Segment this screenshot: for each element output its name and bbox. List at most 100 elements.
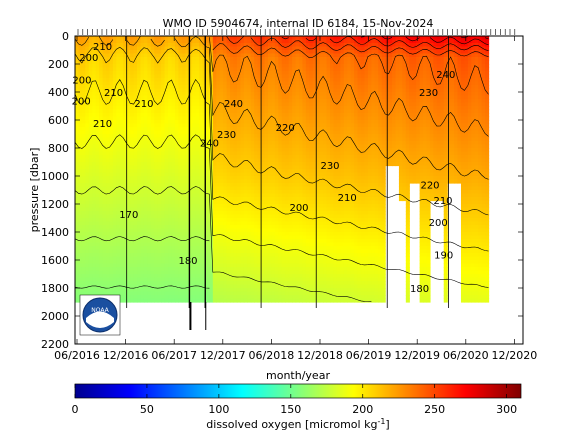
field-cell	[181, 165, 186, 170]
field-cell	[257, 242, 262, 247]
field-cell	[154, 102, 159, 107]
field-cell	[295, 57, 300, 62]
field-cell	[174, 207, 179, 212]
field-cell	[230, 298, 235, 303]
field-cell	[154, 270, 159, 275]
field-cell	[116, 74, 121, 79]
field-cell	[119, 179, 124, 184]
field-cell	[133, 78, 138, 83]
field-cell	[116, 246, 121, 251]
field-cell	[88, 71, 93, 76]
field-cell	[205, 267, 210, 272]
field-cell	[295, 123, 300, 128]
field-cell	[216, 190, 221, 195]
field-cell	[278, 232, 283, 237]
field-cell	[192, 190, 197, 195]
field-cell	[278, 197, 283, 202]
field-cell	[271, 267, 276, 272]
field-cell	[219, 151, 224, 156]
field-cell	[119, 298, 124, 303]
field-cell	[236, 256, 242, 261]
field-cell	[223, 74, 228, 79]
field-cell	[292, 106, 297, 111]
field-cell	[185, 288, 190, 293]
field-cell	[88, 137, 93, 142]
field-cell	[288, 172, 293, 177]
field-cell	[85, 235, 90, 240]
field-cell	[106, 225, 111, 230]
field-cell	[99, 270, 104, 275]
field-cell	[88, 148, 93, 153]
field-cell	[178, 267, 183, 272]
field-cell	[288, 218, 293, 223]
field-cell	[299, 99, 304, 104]
field-cell	[195, 207, 200, 212]
field-cell	[164, 291, 169, 296]
field-cell	[202, 249, 207, 254]
field-cell	[116, 197, 121, 202]
field-cell	[230, 141, 235, 146]
field-cell	[95, 155, 100, 160]
field-cell	[195, 295, 200, 300]
field-cell	[161, 67, 166, 72]
field-cell	[99, 67, 104, 72]
field-cell	[254, 246, 259, 251]
field-cell	[205, 39, 210, 44]
field-cell	[285, 249, 290, 254]
field-cell	[195, 179, 200, 184]
field-cell	[78, 67, 83, 72]
field-cell	[174, 242, 179, 247]
field-cell	[109, 246, 114, 251]
field-cell	[205, 193, 210, 198]
field-cell	[195, 137, 200, 142]
field-cell	[92, 172, 97, 177]
field-cell	[88, 288, 93, 293]
field-cell	[257, 193, 262, 198]
field-cell	[178, 183, 183, 188]
field-cell	[278, 179, 283, 184]
field-cell	[202, 46, 207, 51]
field-cell	[240, 102, 245, 107]
field-cell	[85, 158, 90, 163]
field-cell	[223, 204, 228, 209]
field-cell	[188, 95, 193, 100]
field-cell	[233, 36, 238, 41]
field-cell	[292, 50, 297, 55]
field-cell	[81, 158, 86, 163]
field-cell	[209, 106, 214, 111]
field-cell	[150, 200, 155, 205]
field-cell	[271, 60, 276, 65]
field-cell	[292, 295, 297, 300]
field-cell	[295, 207, 300, 212]
field-cell	[223, 46, 228, 51]
field-cell	[192, 92, 197, 97]
field-cell	[161, 270, 166, 275]
field-cell	[137, 162, 142, 167]
field-cell	[281, 235, 286, 240]
field-cell	[285, 81, 290, 86]
field-cell	[157, 260, 162, 265]
field-cell	[137, 60, 142, 65]
field-cell	[230, 113, 235, 118]
field-cell	[88, 46, 93, 51]
field-cell	[205, 57, 210, 62]
field-cell	[226, 120, 231, 125]
field-cell	[271, 291, 276, 296]
field-cell	[274, 274, 279, 279]
field-cell	[205, 214, 210, 219]
field-cell	[233, 200, 238, 205]
field-cell	[154, 165, 159, 170]
field-cell	[112, 267, 117, 272]
field-cell	[288, 249, 293, 254]
field-cell	[281, 225, 286, 230]
field-cell	[212, 193, 217, 198]
field-cell	[250, 46, 255, 51]
field-cell	[236, 148, 242, 153]
field-cell	[130, 288, 135, 293]
field-cell	[226, 242, 231, 247]
field-cell	[143, 214, 148, 219]
field-cell	[112, 158, 117, 163]
field-cell	[295, 242, 300, 247]
field-cell	[130, 165, 135, 170]
field-cell	[181, 81, 186, 86]
